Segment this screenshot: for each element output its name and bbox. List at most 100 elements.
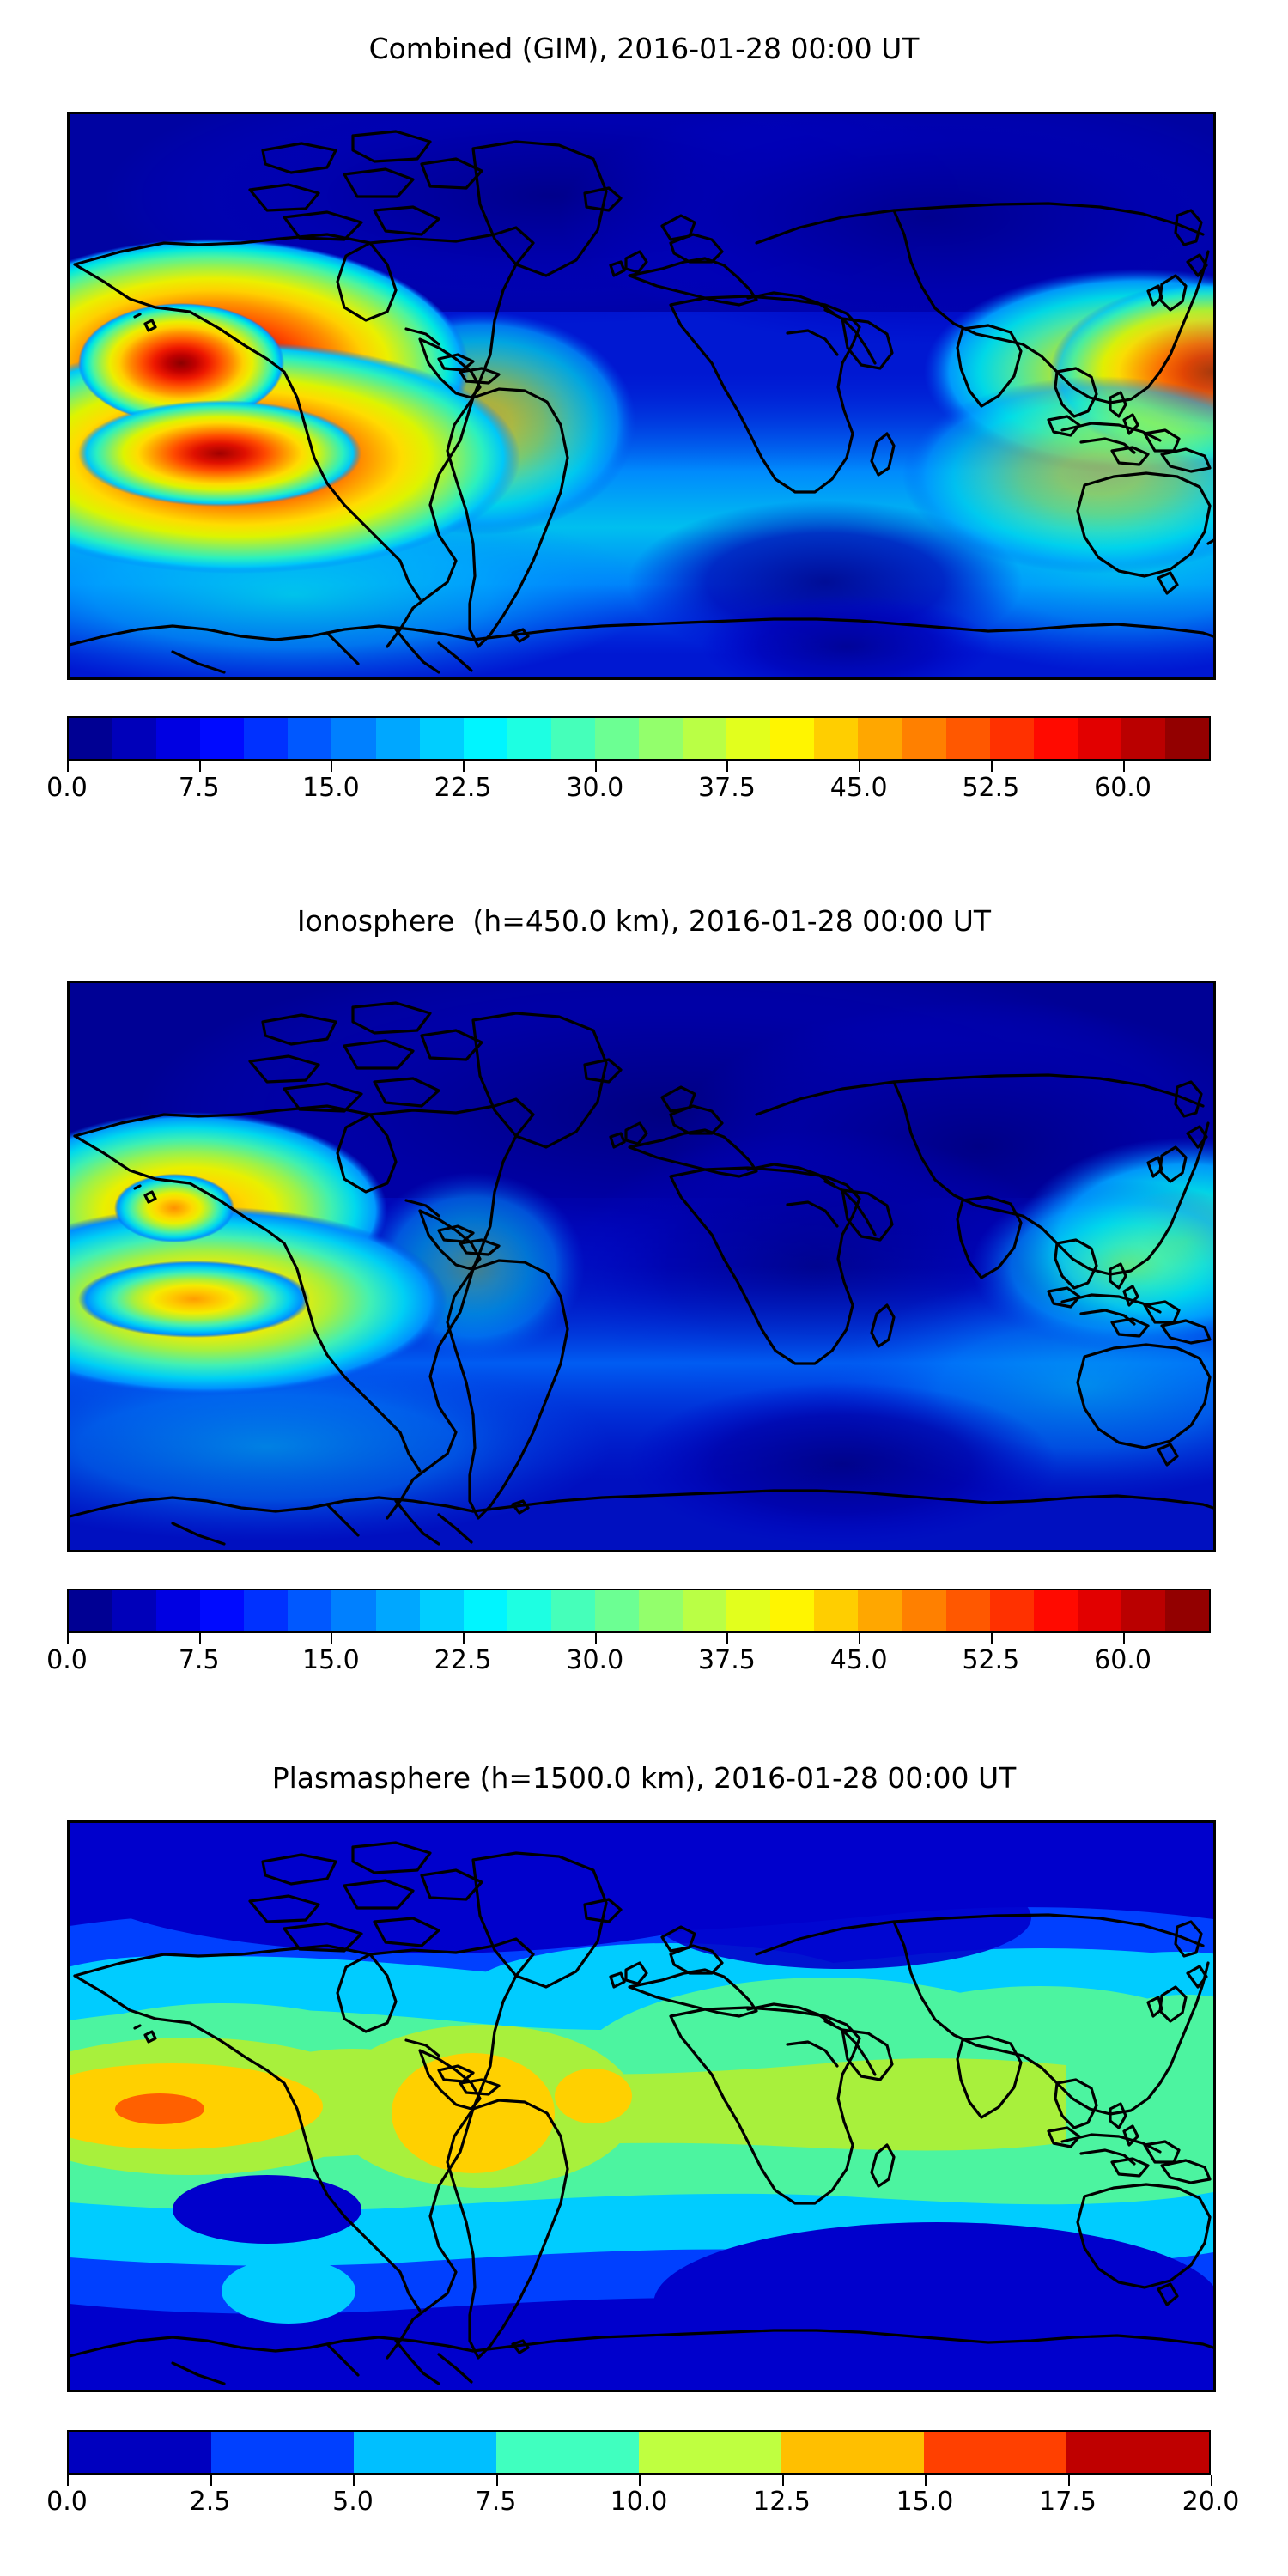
colorbar-tick-label: 15.0	[896, 2487, 954, 2517]
map-ionosphere	[67, 981, 1216, 1552]
colorbar-tick	[463, 1633, 465, 1644]
colorbar-band	[1121, 1590, 1165, 1631]
colorbar-tick-label: 22.5	[434, 1645, 492, 1675]
colorbar-ticks-ionosphere	[67, 1633, 1211, 1645]
colorbar-band	[156, 1590, 201, 1631]
colorbar-labels-ionosphere: 0.0 7.5 15.0 22.5 30.0 37.5 45.0 52.5 60.0	[46, 1645, 1211, 1680]
colorbar-tick	[67, 1633, 69, 1644]
colorbar-tick	[67, 761, 69, 772]
colorbar-band	[683, 718, 727, 759]
colorbar-plasmasphere: 0.0 2.5 5.0 7.5 10.0 12.5 15.0 17.5 20.0	[46, 2430, 1239, 2521]
colorbar-tick-label: 7.5	[475, 2487, 517, 2517]
colorbar-combined-gim: 0.0 7.5 15.0 22.5 30.0 37.5 45.0 52.5 60.0	[46, 716, 1211, 807]
colorbar-tick-label: 20.0	[1182, 2487, 1240, 2517]
colorbar-tick	[859, 761, 861, 772]
colorbar-band	[375, 1590, 420, 1631]
colorbar-band	[726, 1590, 771, 1631]
colorbar-tick	[594, 761, 597, 772]
colorbar-tick-label: 2.5	[189, 2487, 231, 2517]
colorbar-tick	[859, 1633, 861, 1644]
colorbar-band	[69, 2432, 211, 2473]
colorbar-band	[496, 2432, 639, 2473]
colorbar-band	[463, 718, 507, 759]
coastlines	[70, 1001, 1213, 1546]
map-canvas-plasmasphere	[70, 1823, 1213, 2390]
colorbar-tick	[463, 761, 465, 772]
colorbar-tick-label: 0.0	[46, 773, 88, 803]
panel-title-plasmasphere: Plasmasphere (h=1500.0 km), 2016-01-28 0…	[271, 1761, 1017, 1795]
colorbar-tick	[198, 761, 201, 772]
colorbar-band	[200, 718, 245, 759]
colorbar-band	[244, 718, 289, 759]
colorbar-band	[902, 718, 946, 759]
map-canvas-combined-gim	[70, 114, 1213, 677]
map-canvas-ionosphere	[70, 983, 1213, 1550]
colorbar-tick-label: 7.5	[178, 1645, 220, 1675]
colorbar-band	[200, 1590, 245, 1631]
colorbar-band	[1077, 718, 1121, 759]
colorbar-band	[211, 2432, 354, 2473]
colorbar-ticks-plasmasphere	[67, 2475, 1212, 2487]
colorbar-gradient-plasmasphere	[67, 2430, 1211, 2475]
colorbar-band	[1121, 718, 1165, 759]
colorbar-tick-label: 37.5	[698, 1645, 756, 1675]
colorbar-band	[989, 718, 1034, 759]
colorbar-tick	[331, 1633, 333, 1644]
colorbar-tick	[1122, 1633, 1125, 1644]
colorbar-band	[814, 718, 859, 759]
colorbar-band	[945, 718, 990, 759]
colorbar-band	[814, 1590, 859, 1631]
colorbar-tick-label: 0.0	[46, 2487, 88, 2517]
colorbar-tick-label: 15.0	[301, 773, 360, 803]
colorbar-tick-label: 30.0	[566, 1645, 624, 1675]
colorbar-band	[989, 1590, 1034, 1631]
colorbar-tick	[594, 1633, 597, 1644]
colorbar-band	[639, 2432, 781, 2473]
colorbar-band	[69, 718, 113, 759]
colorbar-band	[419, 1590, 464, 1631]
colorbar-band	[331, 1590, 376, 1631]
colorbar-tick	[67, 2475, 69, 2486]
colorbar-band	[639, 718, 683, 759]
colorbar-tick-label: 52.5	[962, 773, 1020, 803]
colorbar-tick	[990, 761, 993, 772]
colorbar-tick-label: 17.5	[1039, 2487, 1097, 2517]
coastlines	[70, 1841, 1213, 2385]
colorbar-tick	[726, 761, 729, 772]
colorbar-tick-label: 5.0	[332, 2487, 374, 2517]
colorbar-band	[288, 718, 332, 759]
colorbar-band	[112, 1590, 157, 1631]
colorbar-ionosphere: 0.0 7.5 15.0 22.5 30.0 37.5 45.0 52.5 60.0	[46, 1589, 1211, 1680]
colorbar-gradient-ionosphere	[67, 1589, 1211, 1633]
colorbar-ticks-combined-gim	[67, 761, 1211, 773]
colorbar-tick	[495, 2475, 498, 2486]
colorbar-band	[770, 1590, 815, 1631]
colorbar-tick-label: 37.5	[698, 773, 756, 803]
map-combined-gim	[67, 112, 1216, 680]
colorbar-tick-label: 10.0	[610, 2487, 668, 2517]
colorbar-band	[1033, 718, 1078, 759]
colorbar-tick	[331, 761, 333, 772]
colorbar-band	[288, 1590, 332, 1631]
colorbar-band	[1077, 1590, 1121, 1631]
colorbar-band	[550, 1590, 595, 1631]
colorbar-band	[550, 718, 595, 759]
colorbar-band	[507, 718, 551, 759]
colorbar-tick	[1122, 761, 1125, 772]
colorbar-tick	[726, 1633, 729, 1644]
colorbar-tick	[781, 2475, 784, 2486]
colorbar-tick	[1067, 2475, 1070, 2486]
colorbar-band	[683, 1590, 727, 1631]
colorbar-labels-plasmasphere: 0.0 2.5 5.0 7.5 10.0 12.5 15.0 17.5 20.0	[46, 2487, 1239, 2521]
colorbar-band	[69, 1590, 113, 1631]
colorbar-tick-label: 60.0	[1094, 773, 1151, 803]
colorbar-tick	[353, 2475, 355, 2486]
colorbar-tick	[1211, 2475, 1212, 2486]
colorbar-band	[112, 718, 157, 759]
colorbar-tick	[198, 1633, 201, 1644]
colorbar-tick-label: 52.5	[962, 1645, 1020, 1675]
colorbar-band	[858, 718, 902, 759]
colorbar-band	[1164, 718, 1209, 759]
map-plasmasphere	[67, 1820, 1216, 2392]
